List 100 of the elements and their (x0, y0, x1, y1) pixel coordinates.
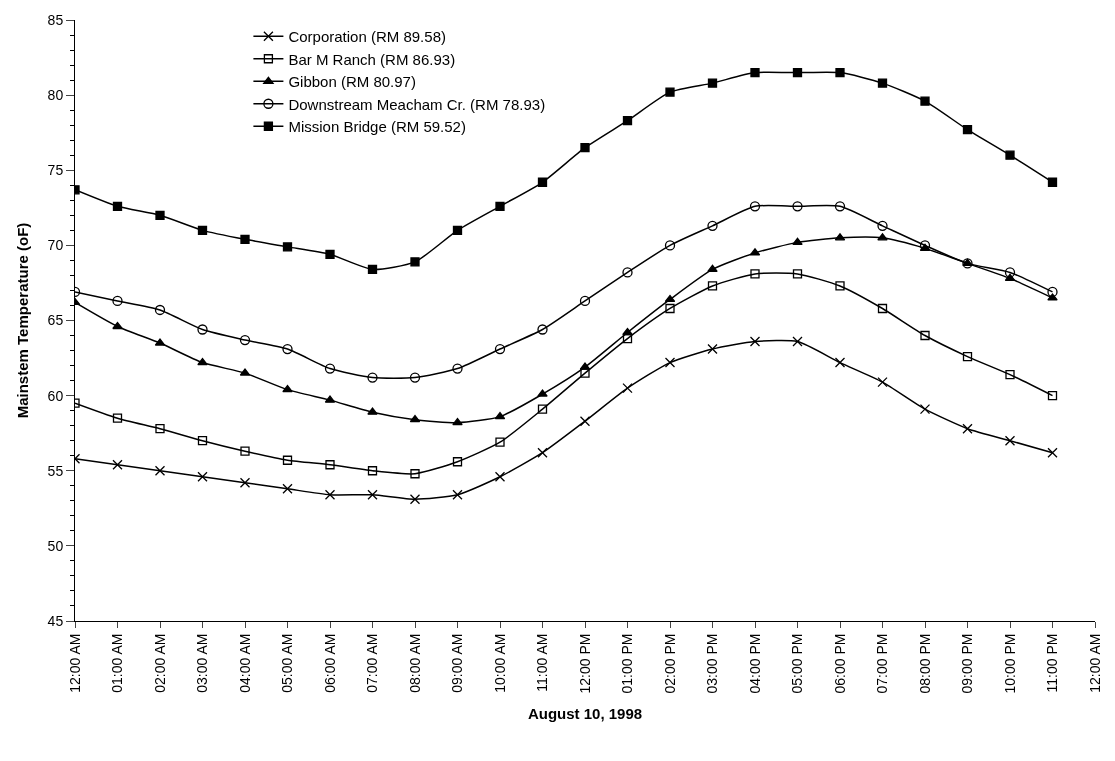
point (154, 304, 166, 316)
point (1047, 286, 1058, 298)
point (197, 225, 208, 235)
point (537, 389, 548, 397)
point (155, 210, 165, 220)
point (537, 324, 548, 335)
point (239, 334, 251, 346)
point (112, 321, 123, 330)
y-tick-label: 55 (47, 462, 64, 479)
point (1047, 177, 1058, 187)
x-tick-label: 06:00 PM (831, 633, 848, 694)
point (367, 489, 378, 500)
point (452, 457, 463, 467)
y-tick-label: 80 (47, 87, 64, 104)
legend-label: Mission Bridge (RM 59.52) (288, 118, 466, 136)
point (282, 343, 293, 355)
x-tick-label: 05:00 PM (789, 633, 806, 694)
point (877, 220, 888, 231)
point (877, 233, 888, 241)
point (665, 87, 675, 97)
x-tick-label: 11:00 PM (1044, 633, 1061, 693)
point (580, 143, 590, 153)
point (580, 368, 590, 378)
x-tick-label: 07:00 PM (874, 633, 891, 694)
point (962, 351, 973, 362)
point (494, 471, 506, 482)
point (367, 264, 378, 275)
legend-label: Gibbon (RM 80.97) (288, 73, 416, 91)
point (1047, 390, 1058, 401)
point (197, 471, 208, 482)
point (1004, 435, 1016, 446)
x-tick-label: 08:00 AM (406, 633, 423, 693)
point (1047, 447, 1058, 458)
x-tick-label: 06:00 AM (321, 633, 338, 693)
legend-label: Corporation (RM 89.58) (288, 28, 446, 46)
point (919, 404, 931, 415)
point (792, 269, 803, 279)
point (1005, 369, 1015, 380)
point (749, 336, 761, 347)
point (197, 324, 208, 335)
legend-label: Downstream Meacham Cr. (RM 78.93) (288, 95, 546, 113)
x-tick-label: 11:00 AM (534, 633, 551, 692)
point (452, 489, 463, 500)
point (877, 78, 888, 88)
point (410, 257, 420, 267)
point (324, 489, 336, 500)
x-tick-label: 02:00 AM (151, 633, 168, 693)
point (452, 418, 463, 426)
point (664, 357, 676, 368)
x-tick-label: 12:00 AM (1086, 633, 1103, 693)
x-tick-label: 02:00 PM (661, 633, 678, 694)
y-tick-label: 85 (47, 11, 64, 28)
x-tick-label: 10:00 AM (491, 633, 508, 693)
point (410, 469, 420, 479)
y-tick-label: 65 (47, 312, 64, 329)
point (197, 357, 208, 366)
point (835, 281, 845, 291)
point (452, 363, 463, 374)
x-tick-label: 08:00 PM (916, 633, 933, 694)
point (877, 376, 888, 388)
point (622, 382, 633, 394)
point (579, 416, 591, 427)
point (707, 220, 718, 231)
point (664, 294, 676, 303)
point (154, 465, 166, 476)
point (750, 67, 760, 78)
point (112, 201, 123, 211)
legend-label: Bar M Ranch (RM 86.93) (288, 50, 456, 68)
x-tick-label: 12:00 PM (576, 633, 593, 694)
x-axis-title: August 10, 1998 (527, 704, 643, 722)
y-tick-label: 70 (47, 237, 64, 254)
x-tick-label: 01:00 AM (109, 633, 126, 693)
x-tick-label: 04:00 AM (236, 633, 253, 693)
point (155, 424, 165, 434)
point (452, 225, 463, 235)
point (495, 437, 505, 447)
point (367, 407, 378, 415)
point (579, 295, 591, 307)
point (622, 327, 633, 336)
point (707, 281, 718, 291)
y-tick-label: 75 (47, 162, 64, 179)
point (367, 372, 378, 383)
x-tick-label: 03:00 PM (704, 633, 721, 694)
point (962, 125, 973, 135)
point (622, 116, 633, 126)
x-tick-label: 09:00 PM (959, 633, 976, 694)
x-tick-label: 03:00 AM (194, 633, 211, 693)
point (112, 413, 123, 423)
point (707, 78, 718, 88)
point (494, 343, 506, 355)
point (834, 201, 846, 212)
point (834, 357, 846, 368)
point (877, 303, 888, 314)
point (920, 330, 930, 341)
point (239, 477, 251, 488)
point (282, 455, 293, 465)
point (537, 177, 548, 187)
point (537, 447, 548, 458)
point (664, 240, 676, 251)
point (749, 201, 761, 212)
